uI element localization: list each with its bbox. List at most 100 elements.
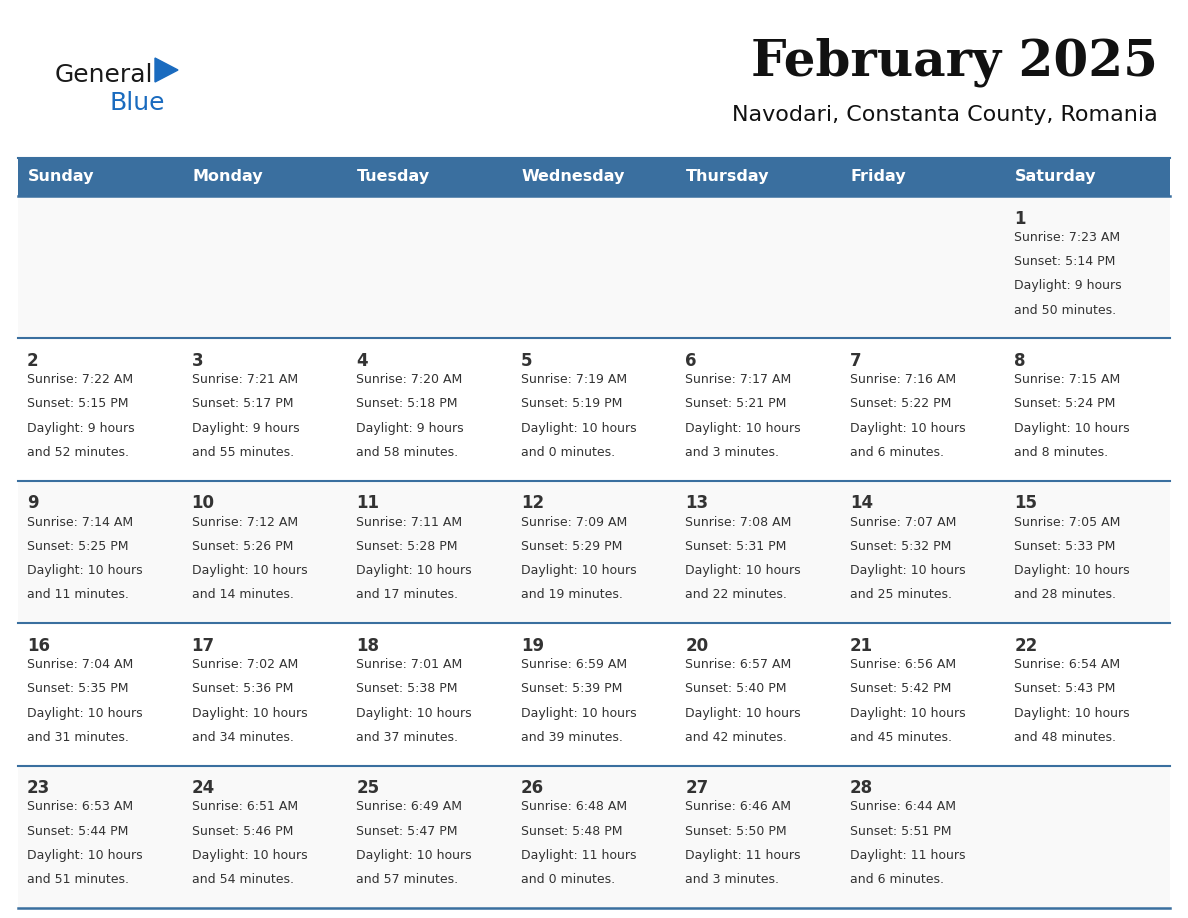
- Text: Daylight: 10 hours: Daylight: 10 hours: [27, 849, 143, 862]
- Text: Sunset: 5:35 PM: Sunset: 5:35 PM: [27, 682, 128, 695]
- Text: 17: 17: [191, 637, 215, 655]
- Text: Saturday: Saturday: [1016, 170, 1097, 185]
- Bar: [183, 481, 347, 623]
- Text: Sunset: 5:48 PM: Sunset: 5:48 PM: [520, 824, 623, 838]
- Text: Sunset: 5:29 PM: Sunset: 5:29 PM: [520, 540, 623, 553]
- Bar: [841, 196, 1005, 339]
- Text: Daylight: 10 hours: Daylight: 10 hours: [1015, 421, 1130, 435]
- Text: and 3 minutes.: and 3 minutes.: [685, 873, 779, 886]
- Bar: [1005, 623, 1170, 766]
- Bar: [512, 766, 676, 908]
- Bar: [676, 766, 841, 908]
- Text: and 58 minutes.: and 58 minutes.: [356, 446, 459, 459]
- Text: and 51 minutes.: and 51 minutes.: [27, 873, 129, 886]
- Text: and 3 minutes.: and 3 minutes.: [685, 446, 779, 459]
- Text: Sunrise: 6:51 AM: Sunrise: 6:51 AM: [191, 800, 298, 813]
- Text: Sunrise: 7:05 AM: Sunrise: 7:05 AM: [1015, 516, 1120, 529]
- Text: Sunrise: 6:54 AM: Sunrise: 6:54 AM: [1015, 658, 1120, 671]
- Text: Sunday: Sunday: [27, 170, 94, 185]
- Text: and 54 minutes.: and 54 minutes.: [191, 873, 293, 886]
- Text: 23: 23: [27, 779, 50, 797]
- Text: 24: 24: [191, 779, 215, 797]
- Text: Sunrise: 6:44 AM: Sunrise: 6:44 AM: [849, 800, 956, 813]
- Bar: [1005, 766, 1170, 908]
- Text: Sunset: 5:24 PM: Sunset: 5:24 PM: [1015, 397, 1116, 410]
- Text: and 39 minutes.: and 39 minutes.: [520, 731, 623, 744]
- Text: Daylight: 10 hours: Daylight: 10 hours: [520, 707, 637, 720]
- Text: and 31 minutes.: and 31 minutes.: [27, 731, 129, 744]
- Bar: [841, 623, 1005, 766]
- Text: Daylight: 10 hours: Daylight: 10 hours: [356, 849, 472, 862]
- Text: Blue: Blue: [110, 91, 165, 115]
- Text: Sunset: 5:19 PM: Sunset: 5:19 PM: [520, 397, 623, 410]
- Text: Daylight: 10 hours: Daylight: 10 hours: [356, 564, 472, 577]
- Text: Sunset: 5:33 PM: Sunset: 5:33 PM: [1015, 540, 1116, 553]
- Text: Daylight: 11 hours: Daylight: 11 hours: [849, 849, 966, 862]
- Text: Daylight: 10 hours: Daylight: 10 hours: [27, 564, 143, 577]
- Text: 13: 13: [685, 494, 708, 512]
- Text: Sunrise: 7:14 AM: Sunrise: 7:14 AM: [27, 516, 133, 529]
- Text: Daylight: 10 hours: Daylight: 10 hours: [191, 564, 308, 577]
- Text: 9: 9: [27, 494, 39, 512]
- Bar: [183, 196, 347, 339]
- Text: 16: 16: [27, 637, 50, 655]
- Text: Daylight: 10 hours: Daylight: 10 hours: [849, 564, 966, 577]
- Text: Sunrise: 7:12 AM: Sunrise: 7:12 AM: [191, 516, 298, 529]
- Text: Sunrise: 7:19 AM: Sunrise: 7:19 AM: [520, 374, 627, 386]
- Text: 11: 11: [356, 494, 379, 512]
- Bar: [183, 766, 347, 908]
- Text: Sunrise: 7:20 AM: Sunrise: 7:20 AM: [356, 374, 462, 386]
- Text: 26: 26: [520, 779, 544, 797]
- Text: Sunset: 5:22 PM: Sunset: 5:22 PM: [849, 397, 952, 410]
- Text: Sunrise: 6:57 AM: Sunrise: 6:57 AM: [685, 658, 791, 671]
- Text: Sunset: 5:14 PM: Sunset: 5:14 PM: [1015, 255, 1116, 268]
- Text: Sunset: 5:25 PM: Sunset: 5:25 PM: [27, 540, 128, 553]
- Bar: [347, 766, 512, 908]
- Text: Sunrise: 7:11 AM: Sunrise: 7:11 AM: [356, 516, 462, 529]
- Text: and 17 minutes.: and 17 minutes.: [356, 588, 459, 601]
- Text: Sunset: 5:47 PM: Sunset: 5:47 PM: [356, 824, 457, 838]
- Bar: [18, 623, 183, 766]
- Text: Daylight: 10 hours: Daylight: 10 hours: [27, 707, 143, 720]
- Text: Sunset: 5:32 PM: Sunset: 5:32 PM: [849, 540, 952, 553]
- Text: and 50 minutes.: and 50 minutes.: [1015, 304, 1117, 317]
- Text: Sunrise: 7:08 AM: Sunrise: 7:08 AM: [685, 516, 791, 529]
- Text: 18: 18: [356, 637, 379, 655]
- Text: 20: 20: [685, 637, 708, 655]
- Text: Sunset: 5:15 PM: Sunset: 5:15 PM: [27, 397, 128, 410]
- Text: 6: 6: [685, 352, 697, 370]
- Text: Sunset: 5:43 PM: Sunset: 5:43 PM: [1015, 682, 1116, 695]
- Text: Daylight: 10 hours: Daylight: 10 hours: [520, 421, 637, 435]
- Bar: [512, 623, 676, 766]
- Bar: [676, 481, 841, 623]
- Text: Daylight: 11 hours: Daylight: 11 hours: [685, 849, 801, 862]
- Bar: [676, 623, 841, 766]
- Bar: [347, 481, 512, 623]
- Text: Sunrise: 6:49 AM: Sunrise: 6:49 AM: [356, 800, 462, 813]
- Bar: [18, 196, 183, 339]
- Text: Daylight: 9 hours: Daylight: 9 hours: [27, 421, 134, 435]
- Text: Daylight: 10 hours: Daylight: 10 hours: [1015, 707, 1130, 720]
- Text: and 34 minutes.: and 34 minutes.: [191, 731, 293, 744]
- Text: and 25 minutes.: and 25 minutes.: [849, 588, 952, 601]
- Text: Daylight: 10 hours: Daylight: 10 hours: [191, 707, 308, 720]
- Text: Tuesday: Tuesday: [358, 170, 430, 185]
- Text: Monday: Monday: [192, 170, 263, 185]
- Text: Sunset: 5:46 PM: Sunset: 5:46 PM: [191, 824, 293, 838]
- Text: Sunset: 5:26 PM: Sunset: 5:26 PM: [191, 540, 293, 553]
- Bar: [1005, 339, 1170, 481]
- Text: 2: 2: [27, 352, 39, 370]
- Text: Daylight: 9 hours: Daylight: 9 hours: [356, 421, 463, 435]
- Text: Sunset: 5:17 PM: Sunset: 5:17 PM: [191, 397, 293, 410]
- Text: Sunrise: 6:46 AM: Sunrise: 6:46 AM: [685, 800, 791, 813]
- Text: Daylight: 9 hours: Daylight: 9 hours: [191, 421, 299, 435]
- Text: General: General: [55, 63, 153, 87]
- Text: and 57 minutes.: and 57 minutes.: [356, 873, 459, 886]
- Text: and 0 minutes.: and 0 minutes.: [520, 446, 615, 459]
- Text: and 19 minutes.: and 19 minutes.: [520, 588, 623, 601]
- Bar: [512, 481, 676, 623]
- Text: Friday: Friday: [851, 170, 906, 185]
- Text: Daylight: 9 hours: Daylight: 9 hours: [1015, 279, 1123, 292]
- Bar: [676, 196, 841, 339]
- Bar: [18, 766, 183, 908]
